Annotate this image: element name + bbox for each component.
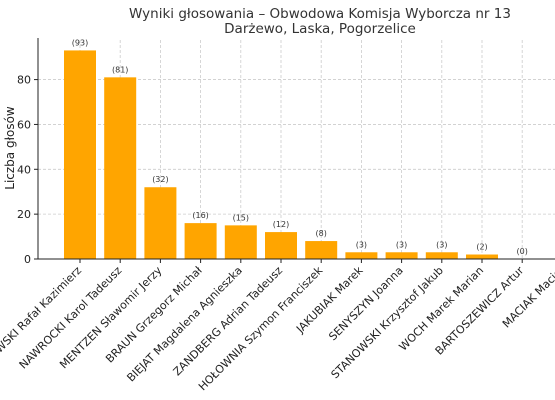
bars [64,50,498,260]
data-label: (32) [152,175,168,184]
chart-subtitle: Darżewo, Laska, Pogorzelice [224,21,416,37]
x-tick-label: TRZASKOWSKI Rafał Kazimierz [0,264,84,393]
y-axis-label: Liczba głosów [3,106,17,190]
data-label: (12) [273,220,289,229]
bar [466,254,498,259]
bar [64,50,96,259]
chart-title: Wyniki głosowania – Obwodowa Komisja Wyb… [129,6,511,22]
bar [425,252,458,259]
bar [345,252,378,259]
data-label: (16) [192,211,208,220]
bar [104,77,137,260]
y-tick-label: 0 [24,253,31,266]
data-label: (3) [356,240,367,249]
data-labels: (93) (81) (32) (16) (15) (12) (8) (3) (3) (3) (2) (… [72,38,528,256]
bar [144,187,177,259]
data-label: (3) [396,240,407,249]
data-label: (81) [112,65,128,74]
y-tick-label: 60 [17,118,31,131]
x-tick-label: SENYSZYN Joanna [326,264,405,343]
data-label: (3) [436,240,447,249]
data-label: (2) [476,243,487,252]
bar [305,241,338,259]
data-label: (8) [316,229,327,238]
x-tick-label: JAKUBIAK Marek [293,263,366,336]
data-label: (93) [72,38,88,47]
data-label: (0) [517,247,528,256]
bar [184,223,217,259]
y-axis: 0 20 40 60 80 [17,38,39,266]
bar [265,232,297,259]
bar [224,225,257,259]
y-tick-label: 20 [17,208,31,221]
y-tick-label: 40 [17,163,31,176]
y-tick-label: 80 [17,74,31,87]
bar [385,252,418,259]
data-label: (15) [233,213,249,222]
